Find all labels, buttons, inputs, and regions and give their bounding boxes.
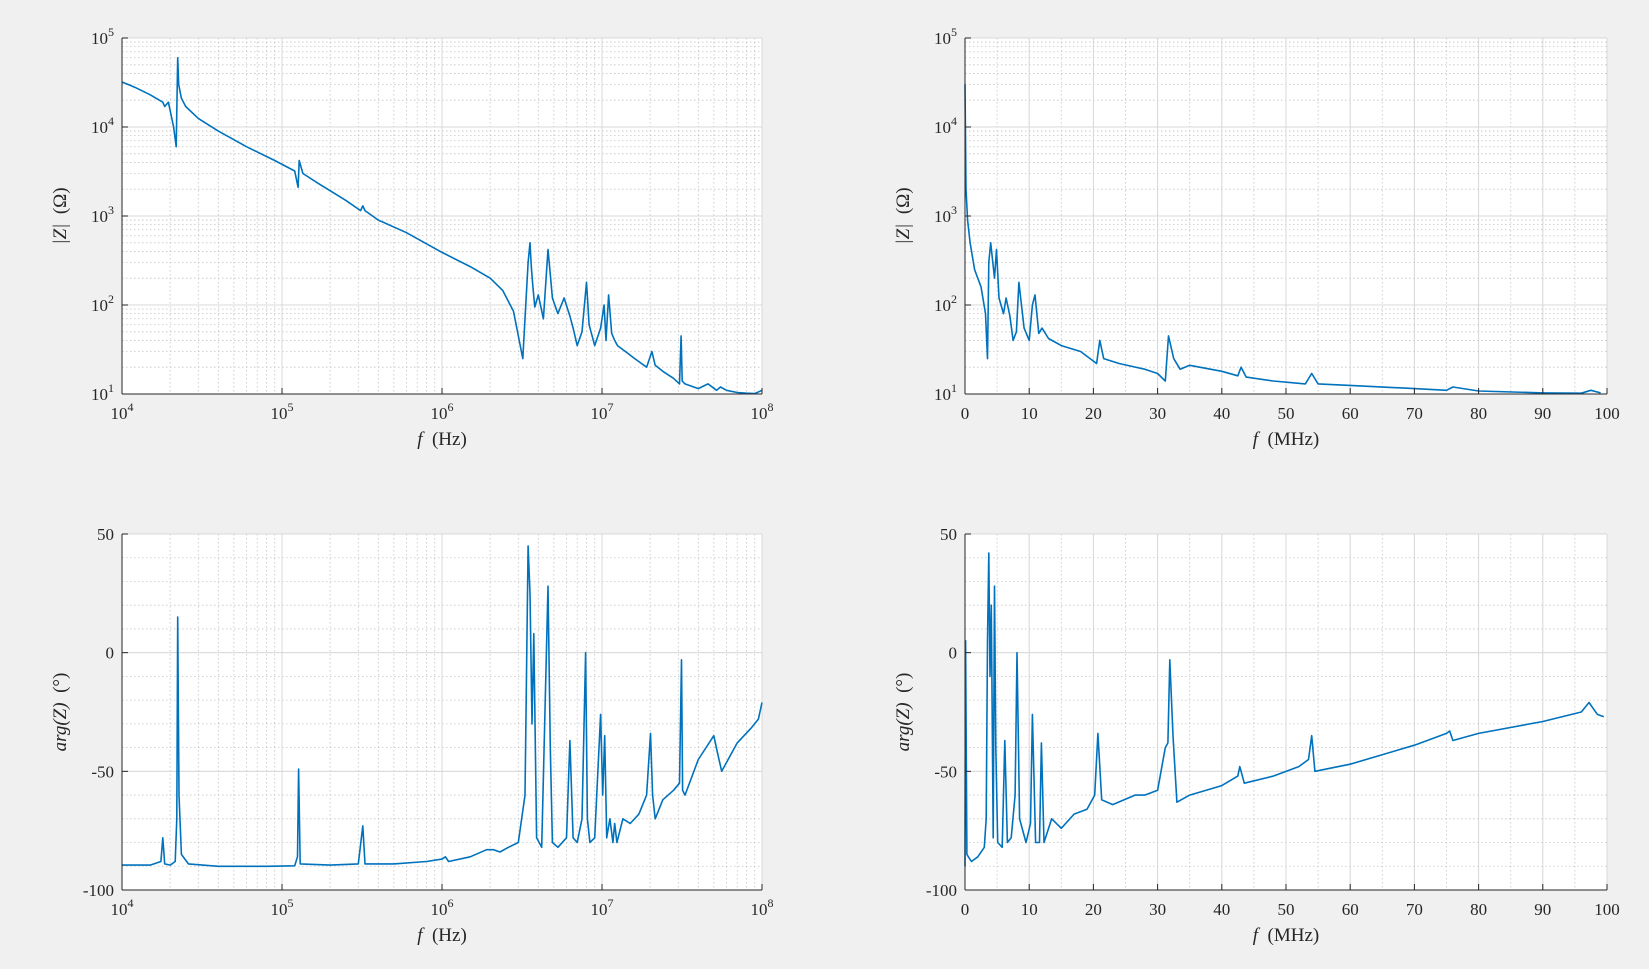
x-tick-label: 90 xyxy=(1534,900,1551,919)
x-tick-label: 30 xyxy=(1149,404,1166,423)
x-tick-label: 10 xyxy=(1021,900,1038,919)
x-tick-label: 30 xyxy=(1149,900,1166,919)
x-tick-label: 105 xyxy=(271,400,294,423)
x-tick-label: 20 xyxy=(1085,900,1102,919)
y-tick-label: 105 xyxy=(91,25,114,48)
x-axis-label: f (Hz) xyxy=(417,925,467,946)
y-tick-label: 104 xyxy=(934,114,957,137)
y-tick-label: -50 xyxy=(91,762,114,781)
x-tick-label: 0 xyxy=(961,900,970,919)
x-tick-label: 108 xyxy=(751,896,774,919)
x-tick-label: 100 xyxy=(1594,900,1620,919)
x-tick-label: 104 xyxy=(111,896,134,919)
x-tick-label: 50 xyxy=(1278,404,1295,423)
x-tick-label: 90 xyxy=(1534,404,1551,423)
x-tick-label: 70 xyxy=(1406,404,1423,423)
x-tick-label: 105 xyxy=(271,896,294,919)
x-tick-label: 108 xyxy=(751,400,774,423)
y-axis-label: arg(Z) (°) xyxy=(893,673,914,752)
series-line xyxy=(964,84,1601,395)
x-axis-label: f (MHz) xyxy=(1253,925,1319,946)
y-tick-label: 103 xyxy=(91,203,114,226)
y-axis-label: |Z| (Ω) xyxy=(50,187,71,244)
y-tick-label: -100 xyxy=(83,881,114,900)
y-axis-label: arg(Z) (°) xyxy=(50,673,71,752)
y-axis-label: |Z| (Ω) xyxy=(893,187,914,244)
grid xyxy=(964,37,1608,395)
y-tick-label: 101 xyxy=(91,381,114,404)
x-tick-label: 60 xyxy=(1342,900,1359,919)
x-tick-label: 80 xyxy=(1470,404,1487,423)
x-tick-label: 80 xyxy=(1470,900,1487,919)
x-tick-label: 60 xyxy=(1342,404,1359,423)
x-axis-label: f (MHz) xyxy=(1253,429,1319,450)
series-line xyxy=(122,545,763,868)
y-tick-label: 50 xyxy=(940,525,957,544)
x-axis-label: f (Hz) xyxy=(417,429,467,450)
x-tick-label: 40 xyxy=(1213,900,1230,919)
impedance-magnitude-log-plot: 104 105 106 107 108 101 102 103 104 105 f (Hz) |Z| … xyxy=(50,25,774,450)
y-tick-label: 0 xyxy=(949,644,958,663)
x-tick-label: 107 xyxy=(591,896,614,919)
series-line xyxy=(121,56,763,395)
y-tick-label: 103 xyxy=(934,203,957,226)
x-tick-label: 106 xyxy=(431,400,454,423)
x-tick-label: 70 xyxy=(1406,900,1423,919)
x-tick-label: 10 xyxy=(1021,404,1038,423)
series-line xyxy=(964,552,1605,867)
x-tick-label: 50 xyxy=(1278,900,1295,919)
y-tick-label: 101 xyxy=(934,381,957,404)
y-tick-label: -100 xyxy=(926,881,957,900)
impedance-phase-linear-plot: 0 10 20 30 40 50 60 70 80 90 100 -100 -50 0 50 f (MHz) a… xyxy=(893,525,1620,946)
x-tick-label: 100 xyxy=(1594,404,1620,423)
y-tick-label: 105 xyxy=(934,25,957,48)
grid xyxy=(121,37,763,395)
x-tick-label: 106 xyxy=(431,896,454,919)
y-tick-label: 102 xyxy=(91,292,114,315)
x-tick-label: 20 xyxy=(1085,404,1102,423)
impedance-phase-log-plot: 104 105 106 107 108 -100 -50 0 50 f (Hz) arg(Z) (°… xyxy=(50,525,774,946)
x-tick-label: 104 xyxy=(111,400,134,423)
y-tick-label: 102 xyxy=(934,292,957,315)
x-tick-label: 0 xyxy=(961,404,970,423)
y-tick-label: -50 xyxy=(934,762,957,781)
impedance-magnitude-linear-plot: 0 10 20 30 40 50 60 70 80 90 100 101 102 103 104 105 f (… xyxy=(893,25,1620,450)
x-tick-label: 107 xyxy=(591,400,614,423)
y-tick-label: 104 xyxy=(91,114,114,137)
y-tick-label: 0 xyxy=(106,644,115,663)
y-tick-label: 50 xyxy=(97,525,114,544)
x-tick-label: 40 xyxy=(1213,404,1230,423)
